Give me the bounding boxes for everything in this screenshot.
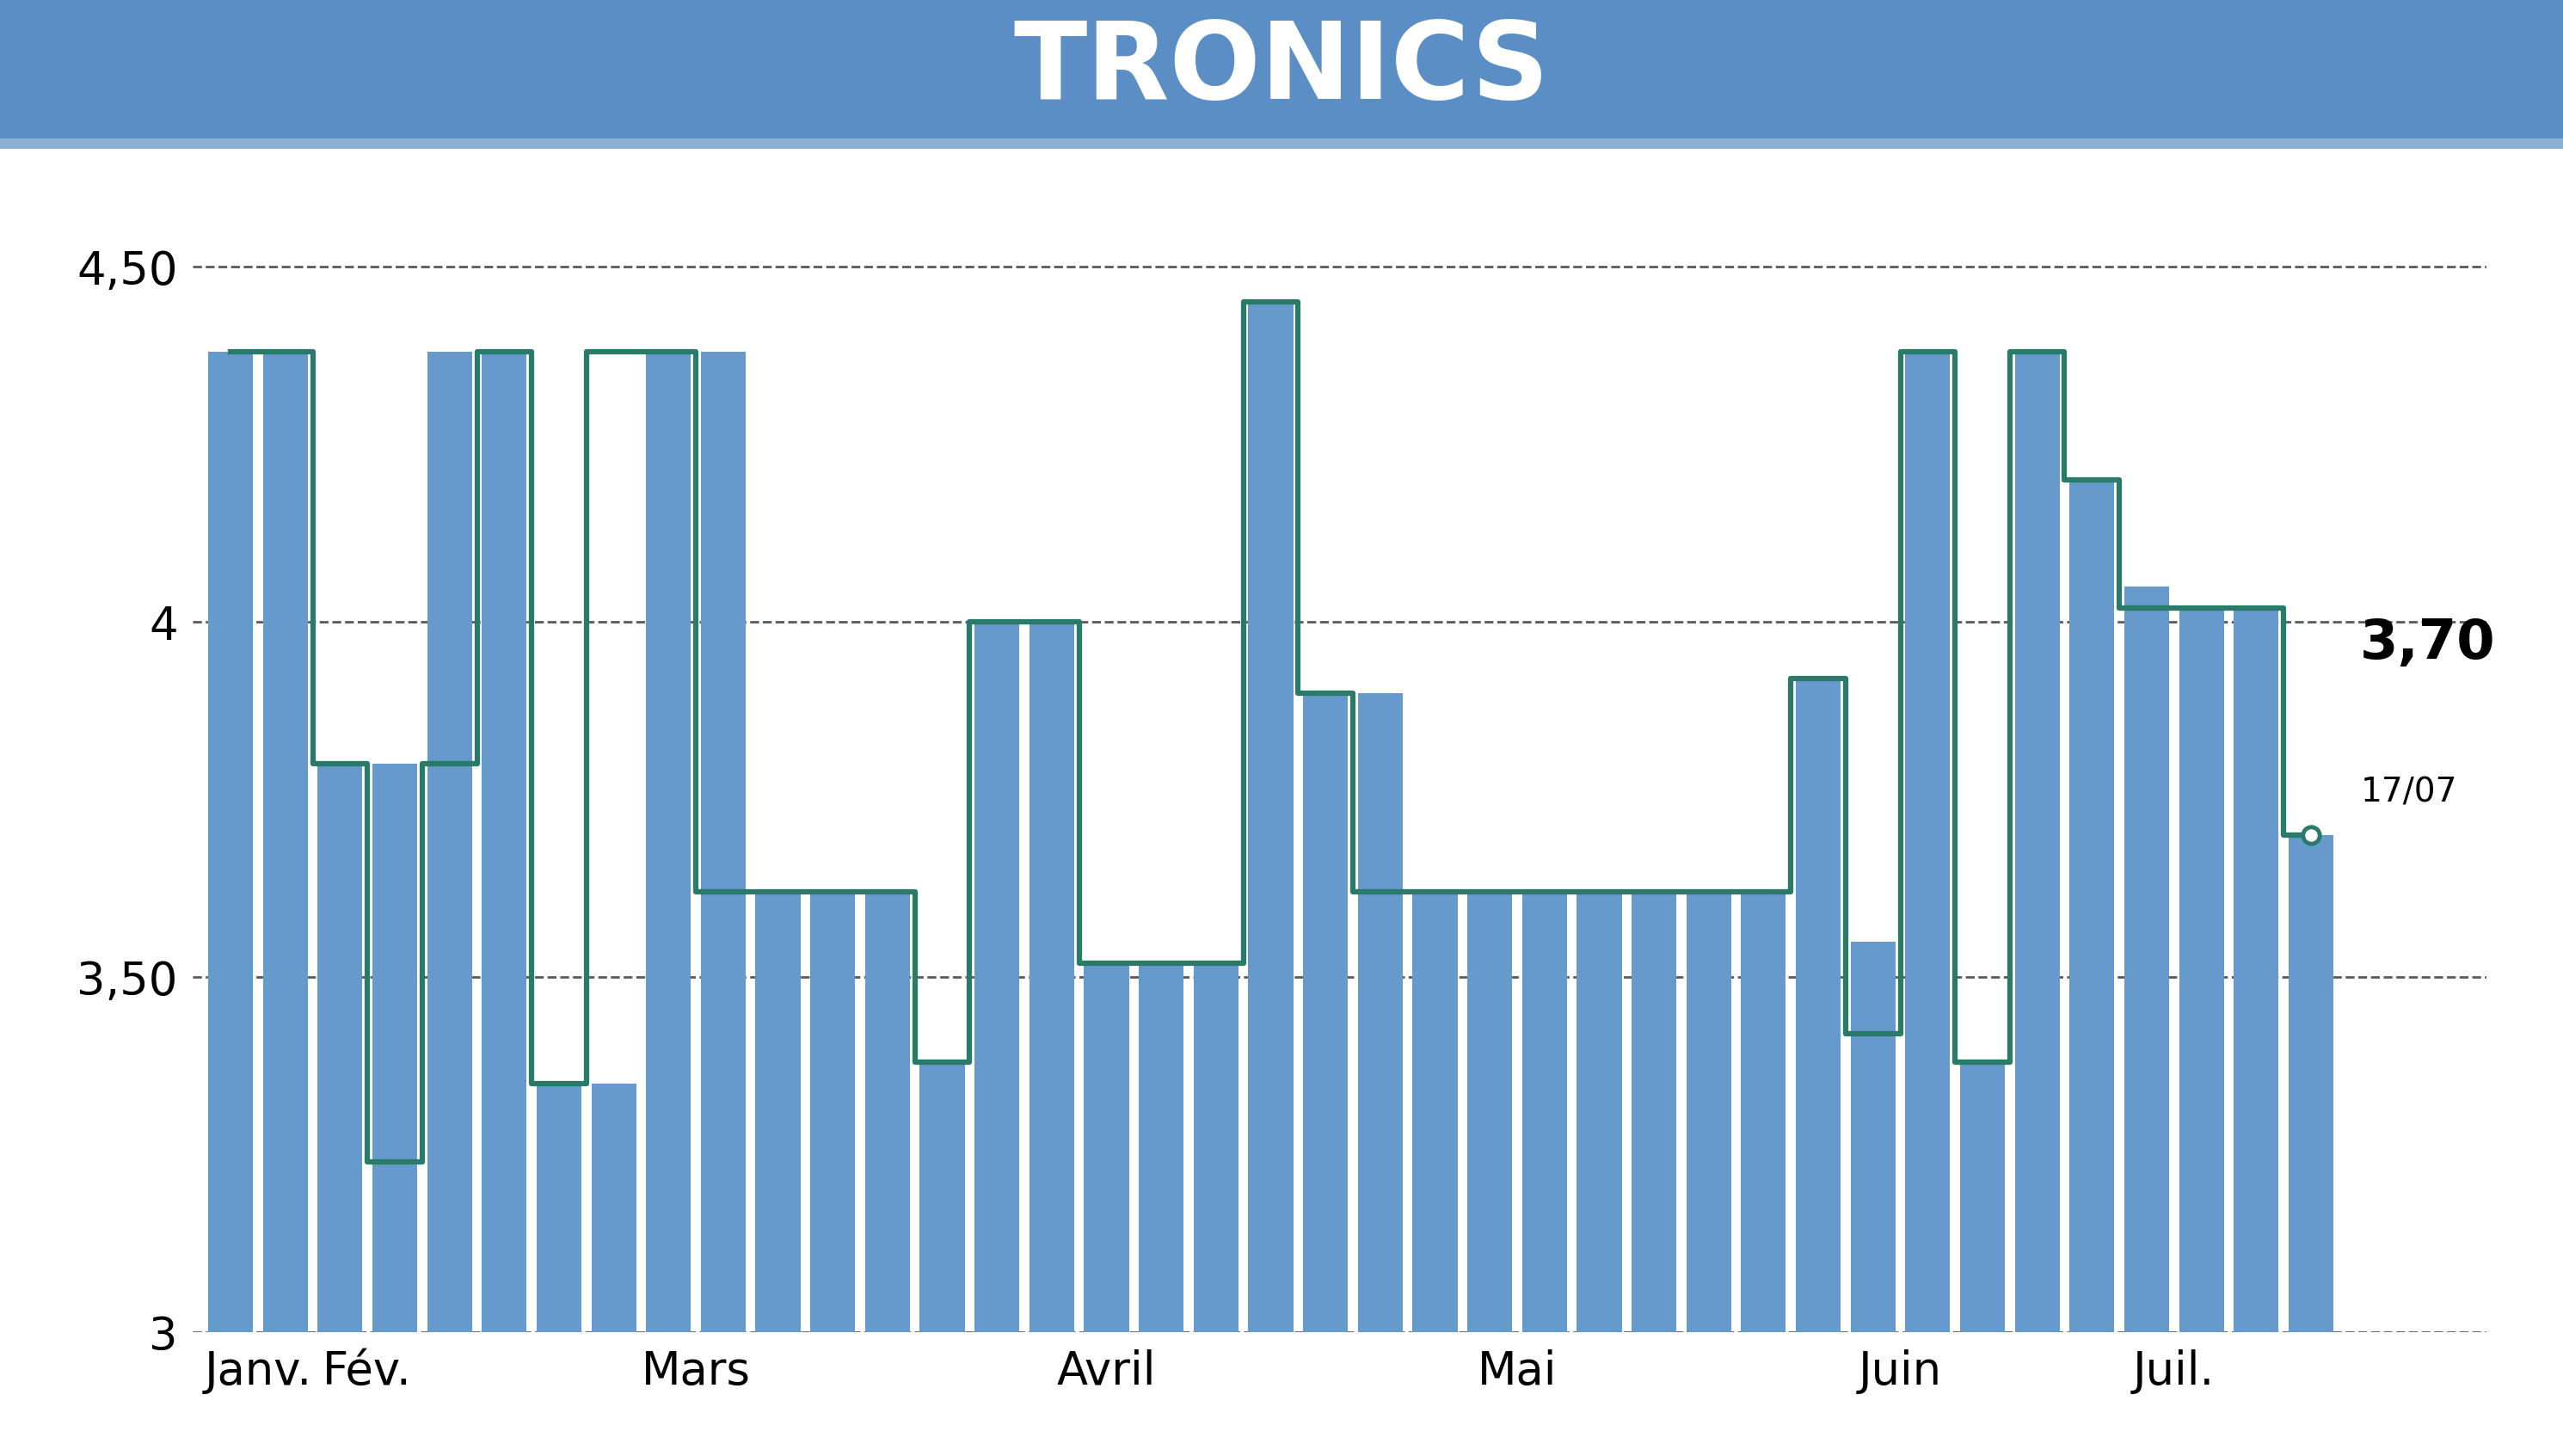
Text: TRONICS: TRONICS: [1012, 17, 1551, 121]
Bar: [1084, 962, 1128, 1332]
Bar: [1522, 893, 1566, 1332]
Bar: [1961, 1063, 2004, 1332]
Bar: [2179, 607, 2225, 1332]
Bar: [1686, 893, 1730, 1332]
Bar: [536, 1083, 582, 1332]
Bar: [2068, 480, 2114, 1332]
Bar: [1248, 303, 1294, 1332]
Bar: [2125, 587, 2168, 1332]
Bar: [1850, 942, 1897, 1332]
Bar: [1466, 893, 1512, 1332]
Bar: [482, 352, 528, 1332]
Bar: [1740, 893, 1786, 1332]
Bar: [1633, 893, 1676, 1332]
Bar: [1302, 693, 1348, 1332]
Bar: [2235, 607, 2279, 1332]
Bar: [1194, 962, 1238, 1332]
Bar: [1138, 962, 1184, 1332]
Bar: [920, 1063, 964, 1332]
Bar: [974, 622, 1020, 1332]
Bar: [810, 893, 856, 1332]
Bar: [264, 352, 308, 1332]
Text: 17/07: 17/07: [2361, 776, 2458, 808]
Bar: [1904, 352, 1950, 1332]
Bar: [592, 1083, 636, 1332]
Bar: [318, 764, 361, 1332]
Bar: [2015, 352, 2061, 1332]
Bar: [756, 893, 800, 1332]
Bar: [866, 893, 910, 1332]
Bar: [1358, 693, 1402, 1332]
Bar: [372, 764, 418, 1332]
Bar: [428, 352, 472, 1332]
Text: 3,70: 3,70: [2361, 616, 2496, 670]
Bar: [646, 352, 692, 1332]
Bar: [2289, 834, 2332, 1332]
Bar: [1576, 893, 1622, 1332]
Bar: [208, 352, 254, 1332]
Bar: [1412, 893, 1458, 1332]
Bar: [1797, 678, 1840, 1332]
Bar: [1030, 622, 1074, 1332]
Bar: [700, 352, 746, 1332]
